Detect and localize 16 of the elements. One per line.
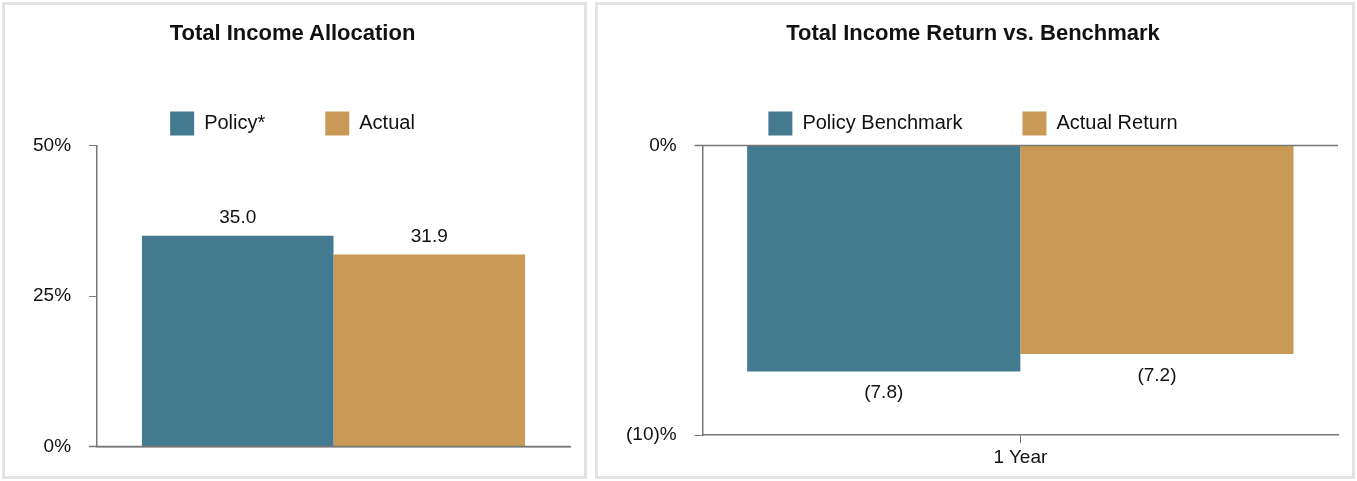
legend-label: Policy* (204, 110, 266, 133)
data-label: (7.2) (1137, 363, 1177, 385)
x-tick-label: 1 Year (993, 445, 1048, 467)
y-tick-label: 25% (33, 284, 72, 306)
chart-title: Total Income Allocation (169, 20, 416, 46)
data-label: 35.0 (219, 206, 257, 228)
y-tick-label: (10)% (625, 423, 677, 445)
legend-label: Actual Return (1056, 110, 1178, 133)
y-tick-label: 0% (43, 434, 72, 456)
data-label: 31.9 (410, 225, 448, 247)
data-label: (7.8) (864, 381, 904, 403)
chart-title: Total Income Return vs. Benchmark (786, 20, 1161, 46)
y-tick-label: 50% (33, 133, 72, 155)
legend-label: Policy Benchmark (802, 110, 964, 133)
y-tick-label: 0% (649, 133, 677, 155)
legend-label: Actual (359, 110, 415, 133)
